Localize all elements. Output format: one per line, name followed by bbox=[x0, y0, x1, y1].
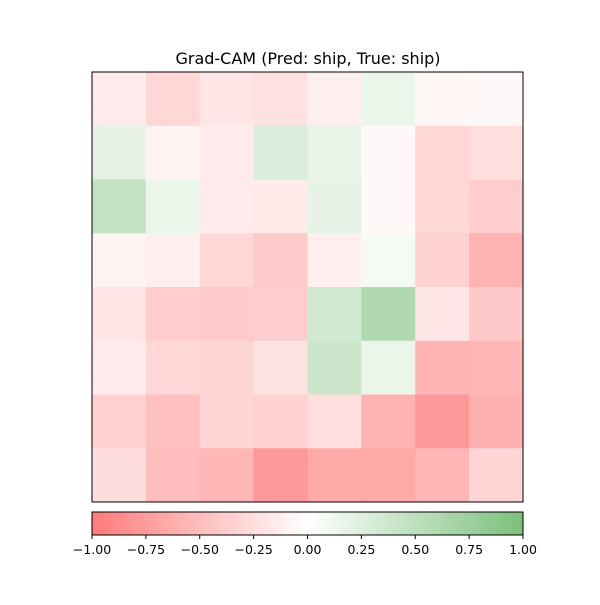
colorbar-tick-label: 0.25 bbox=[347, 542, 375, 557]
heatmap-cell bbox=[199, 448, 255, 503]
heatmap-cell bbox=[469, 448, 524, 503]
heatmap-cell bbox=[92, 394, 147, 449]
heatmap-cell bbox=[469, 394, 524, 449]
heatmap-cell bbox=[361, 179, 416, 234]
chart-title: Grad-CAM (Pred: ship, True: ship) bbox=[175, 49, 440, 68]
heatmap-cell bbox=[469, 72, 524, 127]
heatmap-cell bbox=[199, 179, 255, 234]
heatmap-cell bbox=[199, 233, 255, 288]
heatmap-cell bbox=[145, 72, 201, 127]
heatmap-cell bbox=[307, 287, 362, 342]
heatmap-frame bbox=[91, 71, 524, 503]
heatmap-cell bbox=[253, 287, 309, 342]
heatmap-cell bbox=[145, 125, 201, 180]
heatmap-cell bbox=[415, 125, 470, 180]
colorbar-tick-label: −1.00 bbox=[73, 542, 111, 557]
colorbar-gradient bbox=[92, 512, 523, 535]
heatmap-cell bbox=[415, 448, 470, 503]
heatmap-cell bbox=[415, 287, 470, 342]
heatmap-cell bbox=[415, 340, 470, 395]
heatmap-cell bbox=[92, 233, 147, 288]
heatmap-cell bbox=[145, 233, 201, 288]
heatmap-cell bbox=[361, 394, 416, 449]
colorbar-tick-label: 0.50 bbox=[401, 542, 429, 557]
heatmap-cell bbox=[92, 179, 147, 234]
heatmap-cell bbox=[361, 125, 416, 180]
heatmap-cell bbox=[307, 179, 362, 234]
heatmap-cell bbox=[307, 394, 362, 449]
heatmap-cell bbox=[307, 340, 362, 395]
heatmap-cell bbox=[253, 233, 309, 288]
heatmap-cell bbox=[253, 72, 309, 127]
heatmap-cell bbox=[415, 72, 470, 127]
heatmap-cell bbox=[145, 448, 201, 503]
heatmap-cell bbox=[92, 448, 147, 503]
heatmap-cell bbox=[361, 448, 416, 503]
heatmap-cell bbox=[469, 340, 524, 395]
heatmap-cell bbox=[145, 179, 201, 234]
heatmap-cell bbox=[253, 448, 309, 503]
colorbar-ticks: −1.00 −0.75 −0.50 −0.25 0.00 0.25 0.50 0.75 1.00 bbox=[73, 535, 537, 557]
heatmap-cell bbox=[307, 72, 362, 127]
heatmap-cell bbox=[199, 394, 255, 449]
heatmap-cells bbox=[92, 72, 524, 503]
heatmap-cell bbox=[307, 233, 362, 288]
colorbar-tick-label: 1.00 bbox=[509, 542, 537, 557]
heatmap-cell bbox=[307, 125, 362, 180]
colorbar-tick-label: 0.75 bbox=[455, 542, 483, 557]
heatmap-cell bbox=[415, 233, 470, 288]
heatmap-cell bbox=[92, 125, 147, 180]
heatmap-cell bbox=[199, 72, 255, 127]
heatmap-cell bbox=[145, 287, 201, 342]
heatmap-cell bbox=[415, 179, 470, 234]
heatmap-cell bbox=[199, 340, 255, 395]
heatmap-cell bbox=[415, 394, 470, 449]
heatmap-cell bbox=[92, 287, 147, 342]
heatmap-cell bbox=[307, 448, 362, 503]
heatmap-cell bbox=[92, 340, 147, 395]
heatmap-cell bbox=[469, 287, 524, 342]
colorbar-tick-label: 0.00 bbox=[294, 542, 322, 557]
heatmap-cell bbox=[469, 233, 524, 288]
heatmap-cell bbox=[145, 394, 201, 449]
heatmap-cell bbox=[469, 179, 524, 234]
heatmap-cell bbox=[253, 125, 309, 180]
heatmap-cell bbox=[199, 287, 255, 342]
heatmap-cell bbox=[253, 340, 309, 395]
heatmap-cell bbox=[361, 233, 416, 288]
heatmap-cell bbox=[469, 125, 524, 180]
heatmap-cell bbox=[361, 287, 416, 342]
heatmap-cell bbox=[361, 72, 416, 127]
colorbar-tick-label: −0.25 bbox=[234, 542, 272, 557]
heatmap-cell bbox=[145, 340, 201, 395]
colorbar-tick-label: −0.75 bbox=[127, 542, 165, 557]
heatmap-cell bbox=[253, 394, 309, 449]
heatmap-cell bbox=[92, 72, 147, 127]
heatmap-cell bbox=[199, 125, 255, 180]
heatmap-cell bbox=[253, 179, 309, 234]
heatmap-cell bbox=[361, 340, 416, 395]
colorbar-tick-label: −0.50 bbox=[181, 542, 219, 557]
